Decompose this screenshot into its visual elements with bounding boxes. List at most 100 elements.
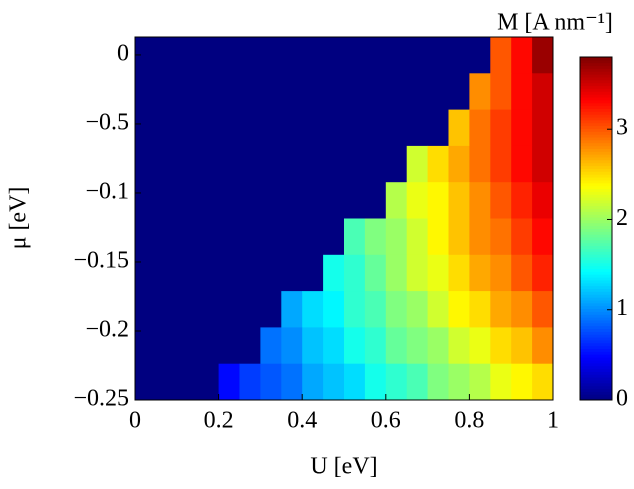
heatmap-cell bbox=[490, 109, 512, 147]
colorbar-swatch bbox=[580, 177, 612, 181]
colorbar-swatch bbox=[580, 257, 612, 261]
colorbar-swatch bbox=[580, 139, 612, 144]
colorbar-swatch bbox=[580, 185, 612, 189]
colorbar-swatch bbox=[580, 282, 612, 287]
heatmap-cell bbox=[155, 254, 178, 292]
colorbar-swatch bbox=[580, 148, 612, 152]
heatmap-cell bbox=[260, 37, 282, 74]
heatmap-cell bbox=[260, 218, 282, 256]
colorbar-swatch bbox=[580, 359, 612, 364]
heatmap-cell bbox=[323, 109, 345, 147]
colorbar-swatch bbox=[580, 291, 612, 295]
heatmap-cell bbox=[260, 109, 282, 147]
heatmap-cell bbox=[511, 73, 533, 111]
heatmap-cell bbox=[511, 182, 533, 219]
colorbar-swatch bbox=[580, 99, 612, 104]
x-tick-label: 1 bbox=[547, 408, 559, 434]
heatmap-cell bbox=[135, 327, 157, 365]
colorbar-swatch bbox=[580, 105, 612, 109]
heatmap-cell bbox=[176, 37, 199, 74]
heatmap-cell bbox=[218, 363, 240, 401]
colorbar-swatch bbox=[580, 328, 612, 332]
colorbar-swatch bbox=[580, 365, 612, 370]
colorbar-swatch bbox=[580, 94, 612, 98]
heatmap-cell bbox=[469, 109, 491, 147]
colorbar-swatch bbox=[580, 179, 612, 184]
heatmap-cell bbox=[469, 254, 491, 292]
colorbar-swatch bbox=[580, 379, 612, 384]
heatmap-cell bbox=[281, 145, 303, 183]
heatmap-cell bbox=[239, 73, 261, 111]
colorbar-swatch bbox=[580, 271, 612, 275]
colorbar-swatch bbox=[580, 228, 612, 232]
heatmap-cell bbox=[197, 363, 220, 401]
heatmap-cell bbox=[427, 363, 449, 401]
heatmap-cell bbox=[281, 73, 303, 111]
heatmap-cell bbox=[197, 291, 220, 328]
colorbar-swatch bbox=[580, 251, 612, 255]
heatmap-cell bbox=[448, 291, 470, 328]
heatmap-cell bbox=[260, 145, 282, 183]
heatmap-cell bbox=[448, 327, 470, 365]
colorbar-swatch bbox=[580, 314, 612, 318]
heatmap-cell bbox=[218, 145, 240, 183]
heatmap-cell bbox=[176, 109, 199, 147]
heatmap-cell bbox=[323, 73, 345, 111]
heatmap-cell bbox=[176, 327, 199, 365]
heatmap-cell bbox=[239, 218, 261, 256]
heatmap-cell bbox=[281, 182, 303, 219]
colorbar-swatch bbox=[580, 239, 612, 244]
heatmap-cell bbox=[239, 254, 261, 292]
heatmap-cell bbox=[344, 37, 366, 74]
colorbar-tick-label: 0 bbox=[616, 386, 628, 412]
heatmap-cell bbox=[385, 37, 408, 74]
colorbar-swatch bbox=[580, 371, 612, 375]
colorbar-swatch bbox=[580, 85, 612, 89]
colorbar-swatch bbox=[580, 317, 612, 321]
heatmap-cell bbox=[281, 327, 303, 365]
heatmap-cell bbox=[260, 363, 282, 401]
colorbar-swatch bbox=[580, 279, 612, 284]
heatmap-cell bbox=[135, 145, 157, 183]
y-tick-label: −0.1 bbox=[85, 178, 129, 204]
colorbar-swatch bbox=[580, 194, 612, 198]
colorbar-swatch bbox=[580, 82, 612, 87]
heatmap-cell bbox=[511, 327, 533, 365]
colorbar-swatch bbox=[580, 305, 612, 310]
heatmap-cell bbox=[469, 218, 491, 256]
heatmap-cell bbox=[135, 73, 157, 111]
heatmap-cell bbox=[218, 291, 240, 328]
heatmap-cell bbox=[323, 291, 345, 328]
heatmap-cell bbox=[385, 182, 408, 219]
y-axis-label: μ [eV] bbox=[6, 187, 32, 250]
heatmap-cell bbox=[302, 291, 324, 328]
colorbar-label: M [A nm⁻¹] bbox=[497, 10, 613, 36]
colorbar-swatch bbox=[580, 331, 612, 335]
colorbar-swatch bbox=[580, 202, 612, 207]
colorbar-tick-label: 1 bbox=[616, 295, 628, 321]
heatmap-cell bbox=[490, 218, 512, 256]
heatmap-cell bbox=[448, 109, 470, 147]
colorbar-swatch bbox=[580, 199, 612, 204]
heatmap-cell bbox=[364, 73, 387, 111]
heatmap-cell bbox=[448, 363, 470, 401]
heatmap-cell bbox=[427, 327, 449, 365]
heatmap-cell bbox=[427, 109, 449, 147]
heatmap-cell bbox=[176, 254, 199, 292]
colorbar-swatch bbox=[580, 308, 612, 312]
heatmap-cell bbox=[344, 145, 366, 183]
colorbar-swatch bbox=[580, 339, 612, 344]
colorbar-swatch bbox=[580, 245, 612, 250]
heatmap-cell bbox=[197, 37, 220, 74]
heatmap-cell bbox=[155, 37, 178, 74]
heatmap-cell bbox=[155, 363, 178, 401]
heatmap-cell bbox=[532, 109, 554, 147]
colorbar-swatch bbox=[580, 111, 612, 115]
heatmap-cell bbox=[427, 182, 449, 219]
heatmap-cell bbox=[218, 327, 240, 365]
colorbar-swatch bbox=[580, 77, 612, 81]
colorbar-swatch bbox=[580, 145, 612, 149]
heatmap-cell bbox=[344, 218, 366, 256]
heatmap-cell bbox=[260, 254, 282, 292]
heatmap-cell bbox=[532, 291, 554, 328]
